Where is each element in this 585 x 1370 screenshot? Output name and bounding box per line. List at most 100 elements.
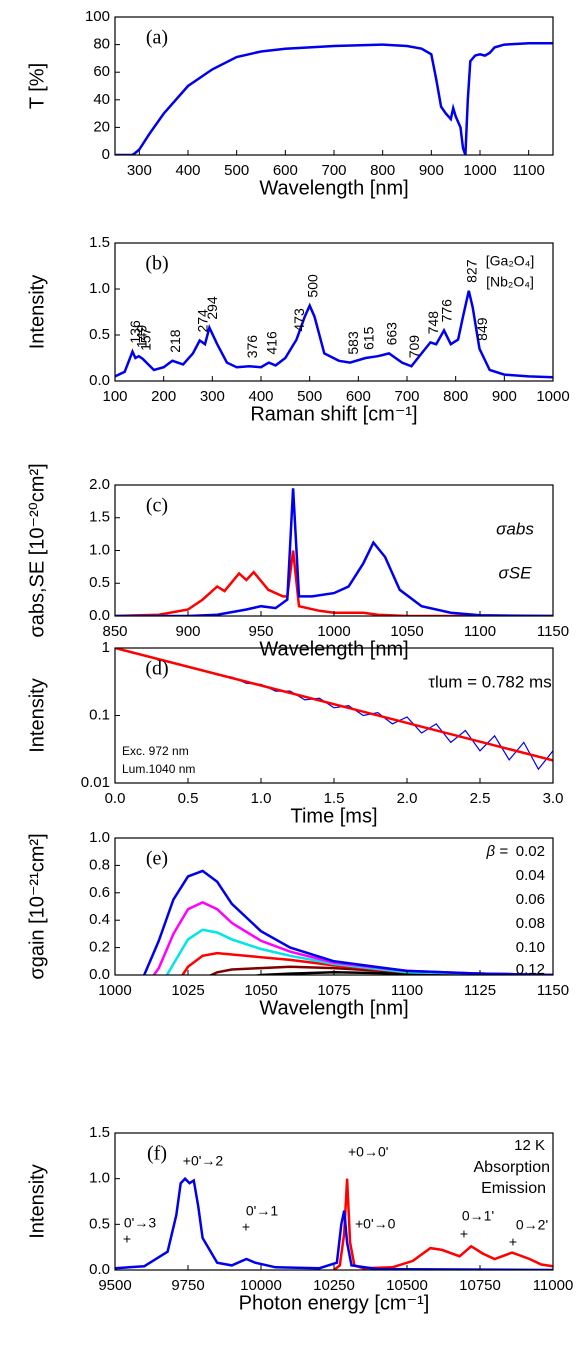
- x-tick-label: 300: [200, 388, 225, 405]
- y-axis-label: σabs,SE [10⁻²⁰cm²]: [26, 463, 48, 637]
- x-tick-label: 950: [248, 623, 273, 640]
- legend-entry: σSE: [499, 563, 533, 582]
- y-tick-label: 20: [93, 118, 110, 135]
- y-tick-label: 1.0: [89, 829, 110, 846]
- x-tick-label: 900: [419, 162, 444, 179]
- peak-label: 500: [304, 274, 320, 298]
- panel-label: (d): [145, 658, 168, 680]
- annotation: +0→0': [348, 1144, 388, 1160]
- panel-label: (c): [146, 495, 168, 517]
- plot-frame: [114, 16, 554, 156]
- x-tick-label: 800: [370, 162, 395, 179]
- y-axis-label: Intensity: [26, 1164, 48, 1238]
- plot-frame: [114, 484, 554, 617]
- x-tick-label: 9750: [171, 1277, 204, 1294]
- annotation: +0'→2: [183, 1153, 224, 1169]
- series-line: [152, 901, 553, 975]
- x-tick-label: 900: [175, 623, 200, 640]
- x-tick-label: 1150: [537, 982, 569, 999]
- annotation: Lum.1040 nm: [122, 762, 195, 776]
- peak-label: 615: [360, 326, 376, 350]
- panel-label: (e): [146, 848, 168, 870]
- panel-label: (a): [146, 27, 168, 49]
- x-axis-label: Wavelength [nm]: [259, 638, 408, 660]
- panel-label: (f): [147, 1143, 167, 1165]
- peak-label: 274: [194, 309, 210, 333]
- y-tick-label: 60: [93, 63, 110, 80]
- peak-label: 663: [384, 322, 400, 346]
- x-axis-label: Time [ms]: [290, 805, 377, 827]
- peak-label: 827: [464, 259, 480, 283]
- annotation: τlum = 0.782 ms: [428, 672, 551, 691]
- peak-label: 748: [425, 311, 441, 335]
- x-tick-label: 2.5: [470, 790, 491, 807]
- y-tick-label: 0.5: [89, 574, 110, 591]
- peak-label: 218: [167, 329, 183, 353]
- x-tick-label: 1150: [537, 623, 569, 640]
- legend-entry: σabs: [496, 519, 534, 538]
- x-tick-label: 600: [273, 162, 298, 179]
- annotation: +: [242, 1219, 250, 1235]
- x-tick-label: 700: [321, 162, 346, 179]
- y-tick-label: 0.0: [89, 372, 110, 389]
- y-tick-label: 0.8: [89, 856, 110, 873]
- series-line: [115, 648, 553, 762]
- annotation: +: [460, 1226, 468, 1242]
- y-tick-label: 0.1: [89, 706, 110, 723]
- peak-label: 376: [244, 335, 260, 359]
- x-tick-label: 500: [224, 162, 249, 179]
- peak-label: 416: [263, 331, 279, 355]
- x-tick-label: 10750: [459, 1277, 501, 1294]
- x-tick-label: 1125: [464, 982, 496, 999]
- x-tick-label: 300: [127, 162, 152, 179]
- x-tick-label: 400: [248, 388, 273, 405]
- x-axis-label: Wavelength [nm]: [259, 177, 408, 199]
- x-tick-label: 1050: [390, 623, 423, 640]
- y-tick-label: 0.5: [89, 326, 110, 343]
- legend-entry: 0.02: [516, 843, 545, 860]
- x-tick-label: 1100: [391, 982, 423, 999]
- x-tick-label: 1.0: [251, 790, 272, 807]
- x-tick-label: 3.0: [543, 790, 564, 807]
- peak-label: 294: [204, 296, 220, 320]
- x-tick-label: 1000: [536, 388, 569, 405]
- legend-entry: Emission: [481, 1180, 546, 1197]
- y-tick-label: 0.5: [89, 1215, 110, 1232]
- panel-label: (b): [145, 253, 168, 275]
- y-tick-label: 0.4: [89, 911, 110, 928]
- y-tick-label: 1.5: [89, 1124, 110, 1141]
- peak-label: 157: [137, 327, 153, 351]
- legend-entry: 0.08: [516, 915, 545, 932]
- y-axis-label: σgain [10⁻²¹cm²]: [26, 833, 48, 979]
- y-tick-label: 1.5: [89, 234, 110, 251]
- x-tick-label: 850: [102, 623, 127, 640]
- series-line: [143, 869, 553, 975]
- y-axis-label: Intensity: [26, 678, 48, 752]
- y-tick-label: 0.01: [81, 774, 110, 791]
- y-axis-label: Intensity: [26, 275, 48, 349]
- legend-entry: 0.04: [516, 867, 545, 884]
- x-tick-label: 200: [151, 388, 176, 405]
- y-tick-label: 1.5: [89, 509, 110, 526]
- x-tick-label: 1050: [244, 982, 277, 999]
- x-tick-label: 1000: [98, 982, 131, 999]
- plot-frame: [114, 1132, 554, 1271]
- peak-label: 709: [406, 335, 422, 359]
- x-axis-label: Raman shift [cm⁻¹]: [250, 403, 417, 425]
- legend-entry: 0.10: [516, 939, 545, 956]
- y-tick-label: 1.0: [89, 1170, 110, 1187]
- series-line: [115, 550, 553, 616]
- x-axis-label: Photon energy [cm⁻¹]: [239, 1292, 430, 1314]
- x-tick-label: 1100: [464, 623, 496, 640]
- x-tick-label: 800: [443, 388, 468, 405]
- legend-entry: 0.06: [516, 891, 545, 908]
- x-tick-label: 500: [297, 388, 322, 405]
- peak-label: 583: [345, 331, 361, 355]
- x-tick-label: 1.5: [324, 790, 345, 807]
- plot-frame: [114, 242, 554, 382]
- y-tick-label: 1.0: [89, 541, 110, 558]
- x-tick-label: 1025: [171, 982, 204, 999]
- series-line: [115, 1176, 553, 1270]
- x-axis-label: Wavelength [nm]: [259, 997, 408, 1019]
